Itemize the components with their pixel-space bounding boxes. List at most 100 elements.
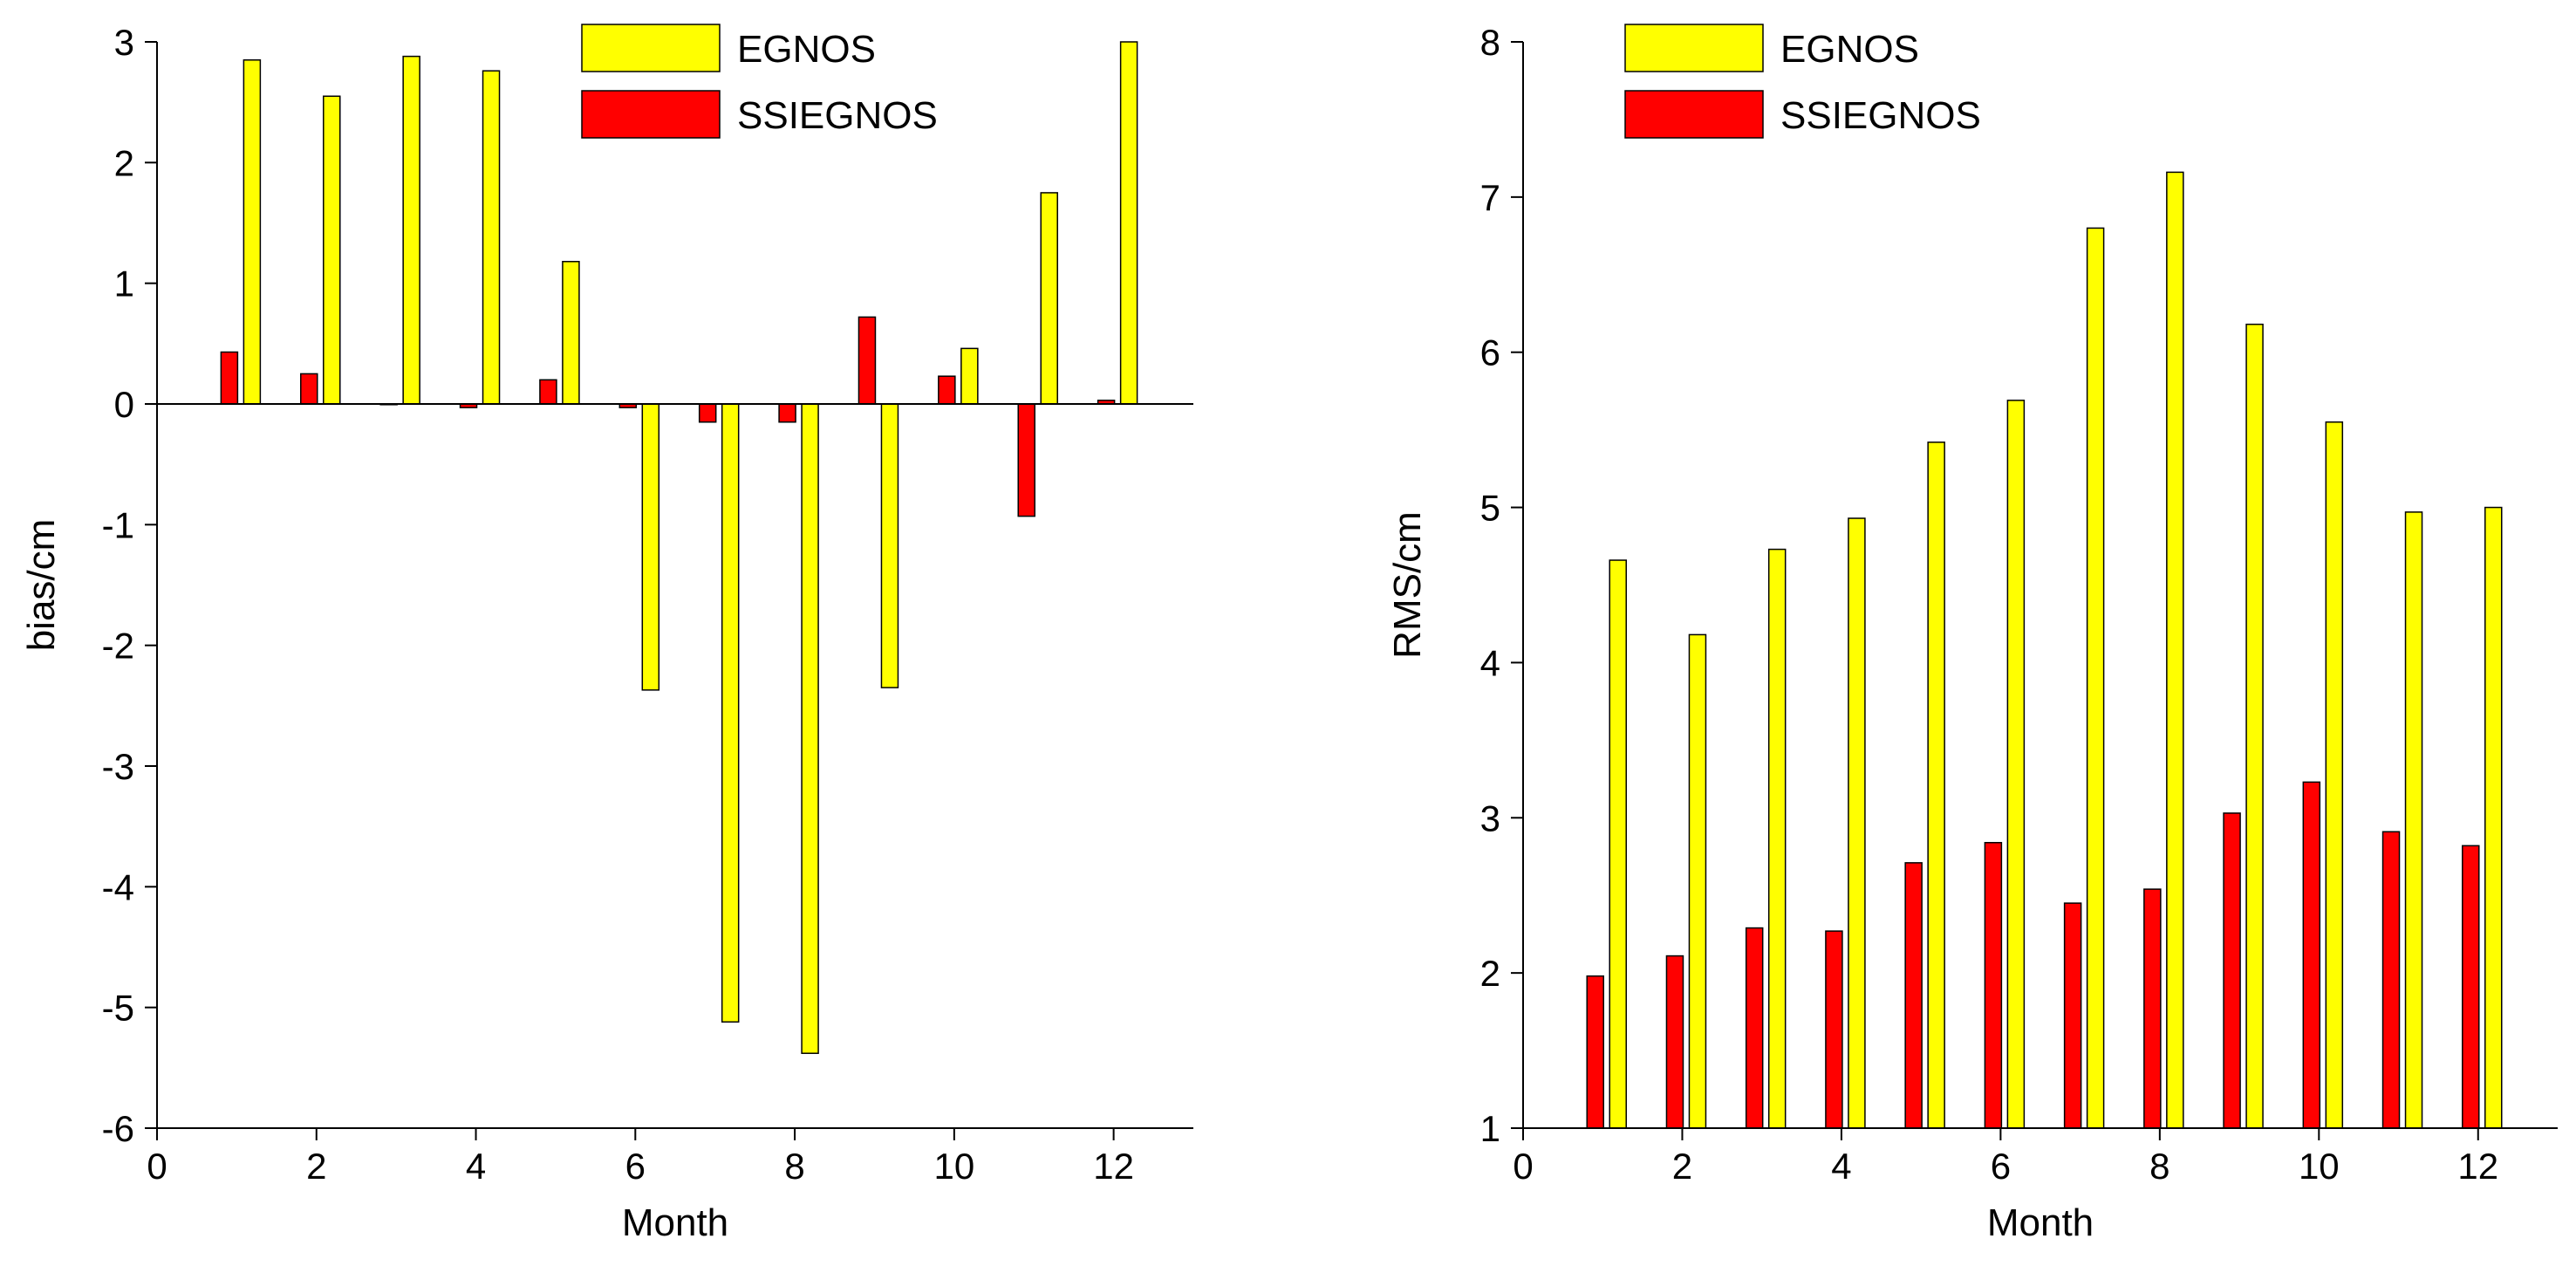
bias-y-ticks: -6 -5 -4 -3 -2 -1 0 1 2 3 [102, 22, 157, 1149]
rms-y-tick-label: 3 [1480, 797, 1500, 838]
bias-y-tick-label: -5 [102, 988, 134, 1029]
bias-y-tick-label: 3 [114, 22, 134, 63]
bias-axes [156, 42, 1193, 1129]
rms-bar-egnos-month-8 [2166, 171, 2184, 1129]
bias-bar-egnos-month-1 [243, 59, 262, 405]
rms-bar-ssiegnos-month-12 [2462, 845, 2480, 1129]
bias-legend-ssiegnos-swatch [581, 90, 721, 139]
bias-bar-egnos-month-4 [482, 70, 501, 405]
bias-x-tick-label: 2 [306, 1146, 326, 1187]
bias-bar-ssiegnos-month-5 [539, 379, 557, 405]
bias-x-axis-label: Month [622, 1201, 728, 1244]
rms-x-tick-label: 12 [2457, 1146, 2498, 1187]
rms-bar-ssiegnos-month-4 [1825, 930, 1843, 1129]
rms-bar-egnos-month-6 [2006, 400, 2026, 1129]
bias-y-tick-label: 2 [114, 142, 134, 183]
rms-bar-egnos-month-2 [1688, 633, 1707, 1129]
rms-bar-egnos-month-1 [1609, 559, 1627, 1129]
bias-bar-ssiegnos-month-10 [938, 375, 956, 405]
rms-bar-ssiegnos-month-5 [1904, 862, 1923, 1129]
rms-x-tick-label: 10 [2299, 1146, 2340, 1187]
bias-x-tick-label: 6 [625, 1146, 646, 1187]
rms-bar-ssiegnos-month-11 [2381, 831, 2401, 1129]
rms-bar-ssiegnos-month-1 [1586, 975, 1604, 1129]
bias-x-tick-label: 8 [784, 1146, 804, 1187]
rms-legend-ssiegnos-label: SSIEGNOS [1780, 94, 1981, 137]
rms-x-axis-label: Month [1987, 1201, 2094, 1244]
bias-x-tick-label: 0 [147, 1146, 167, 1187]
bias-bar-ssiegnos-month-8 [778, 403, 796, 423]
rms-x-ticks: 0 2 4 6 8 10 12 [1513, 1128, 2498, 1187]
rms-y-tick-label: 7 [1480, 177, 1500, 218]
bias-bar-egnos-month-8 [801, 403, 819, 1054]
bias-bar-ssiegnos-month-7 [698, 403, 717, 423]
rms-y-tick-label: 4 [1480, 642, 1500, 683]
rms-axes [1522, 42, 2558, 1129]
rms-bar-egnos-month-9 [2245, 323, 2264, 1129]
rms-bar-ssiegnos-month-8 [2143, 888, 2162, 1129]
rms-bar-egnos-month-4 [1848, 517, 1866, 1129]
bias-x-tick-label: 10 [933, 1146, 974, 1187]
bias-y-tick-label: 0 [114, 384, 134, 425]
bias-bar-ssiegnos-month-2 [300, 373, 318, 405]
rms-y-tick-label: 2 [1480, 953, 1500, 994]
rms-y-tick-label: 1 [1480, 1108, 1500, 1149]
bias-bar-egnos-month-6 [641, 403, 660, 691]
rms-bar-ssiegnos-month-10 [2302, 781, 2321, 1129]
bias-legend-egnos-swatch [581, 24, 721, 72]
rms-x-tick-label: 8 [2149, 1146, 2169, 1187]
bias-bar-egnos-month-5 [562, 261, 580, 405]
bias-legend-ssiegnos-label: SSIEGNOS [737, 94, 938, 137]
bias-y-tick-label: 1 [114, 263, 134, 305]
bias-legend: EGNOS SSIEGNOS [581, 24, 938, 139]
rms-legend-egnos-label: EGNOS [1780, 28, 1919, 71]
bias-bar-ssiegnos-month-1 [220, 351, 239, 405]
bias-bar-egnos-month-2 [323, 95, 341, 405]
bias-y-tick-label: -4 [102, 866, 134, 907]
rms-bar-ssiegnos-month-3 [1745, 927, 1764, 1129]
rms-x-tick-label: 4 [1831, 1146, 1851, 1187]
bias-x-tick-label: 4 [466, 1146, 486, 1187]
bias-x-ticks: 0 2 4 6 8 10 12 [147, 1128, 1134, 1187]
bias-y-tick-label: -2 [102, 626, 134, 667]
rms-y-tick-label: 5 [1480, 488, 1500, 529]
bias-y-axis-label: bias/cm [20, 519, 63, 652]
rms-bar-egnos-month-3 [1767, 548, 1787, 1129]
bias-bar-egnos-month-7 [721, 403, 740, 1023]
rms-bar-egnos-month-7 [2086, 227, 2105, 1129]
bias-bar-ssiegnos-month-11 [1017, 403, 1035, 517]
rms-bar-ssiegnos-month-9 [2223, 812, 2241, 1129]
bias-x-tick-label: 12 [1093, 1146, 1134, 1187]
bias-bar-ssiegnos-month-9 [858, 316, 877, 405]
bias-bar-egnos-month-12 [1119, 41, 1138, 405]
rms-y-axis-label: RMS/cm [1386, 511, 1429, 659]
bias-legend-egnos-label: EGNOS [737, 28, 876, 71]
rms-x-tick-label: 6 [1991, 1146, 2011, 1187]
rms-bars [1586, 171, 2503, 1129]
rms-y-tick-label: 8 [1480, 22, 1500, 63]
bias-bar-egnos-month-10 [960, 347, 979, 405]
rms-bar-egnos-month-12 [2484, 506, 2503, 1129]
bias-y-tick-label: -1 [102, 504, 134, 545]
rms-y-tick-label: 6 [1480, 332, 1500, 373]
bias-y-tick-label: -6 [102, 1108, 134, 1149]
bias-bar-egnos-month-11 [1040, 192, 1058, 405]
bias-bar-egnos-month-9 [880, 403, 899, 688]
rms-x-tick-label: 0 [1513, 1146, 1533, 1187]
rms-legend-ssiegnos-swatch [1624, 90, 1764, 139]
rms-bar-egnos-month-5 [1927, 441, 1945, 1129]
rms-bar-egnos-month-11 [2404, 511, 2423, 1129]
rms-bar-ssiegnos-month-2 [1665, 955, 1684, 1129]
bias-bar-egnos-month-3 [402, 55, 420, 405]
rms-bar-egnos-month-10 [2325, 421, 2344, 1129]
rms-bar-ssiegnos-month-6 [1984, 841, 2003, 1129]
bias-y-tick-label: -3 [102, 746, 134, 787]
rms-x-tick-label: 2 [1672, 1146, 1692, 1187]
rms-legend-egnos-swatch [1624, 24, 1764, 72]
rms-bar-ssiegnos-month-7 [2063, 902, 2082, 1129]
rms-legend: EGNOS SSIEGNOS [1624, 24, 1981, 139]
